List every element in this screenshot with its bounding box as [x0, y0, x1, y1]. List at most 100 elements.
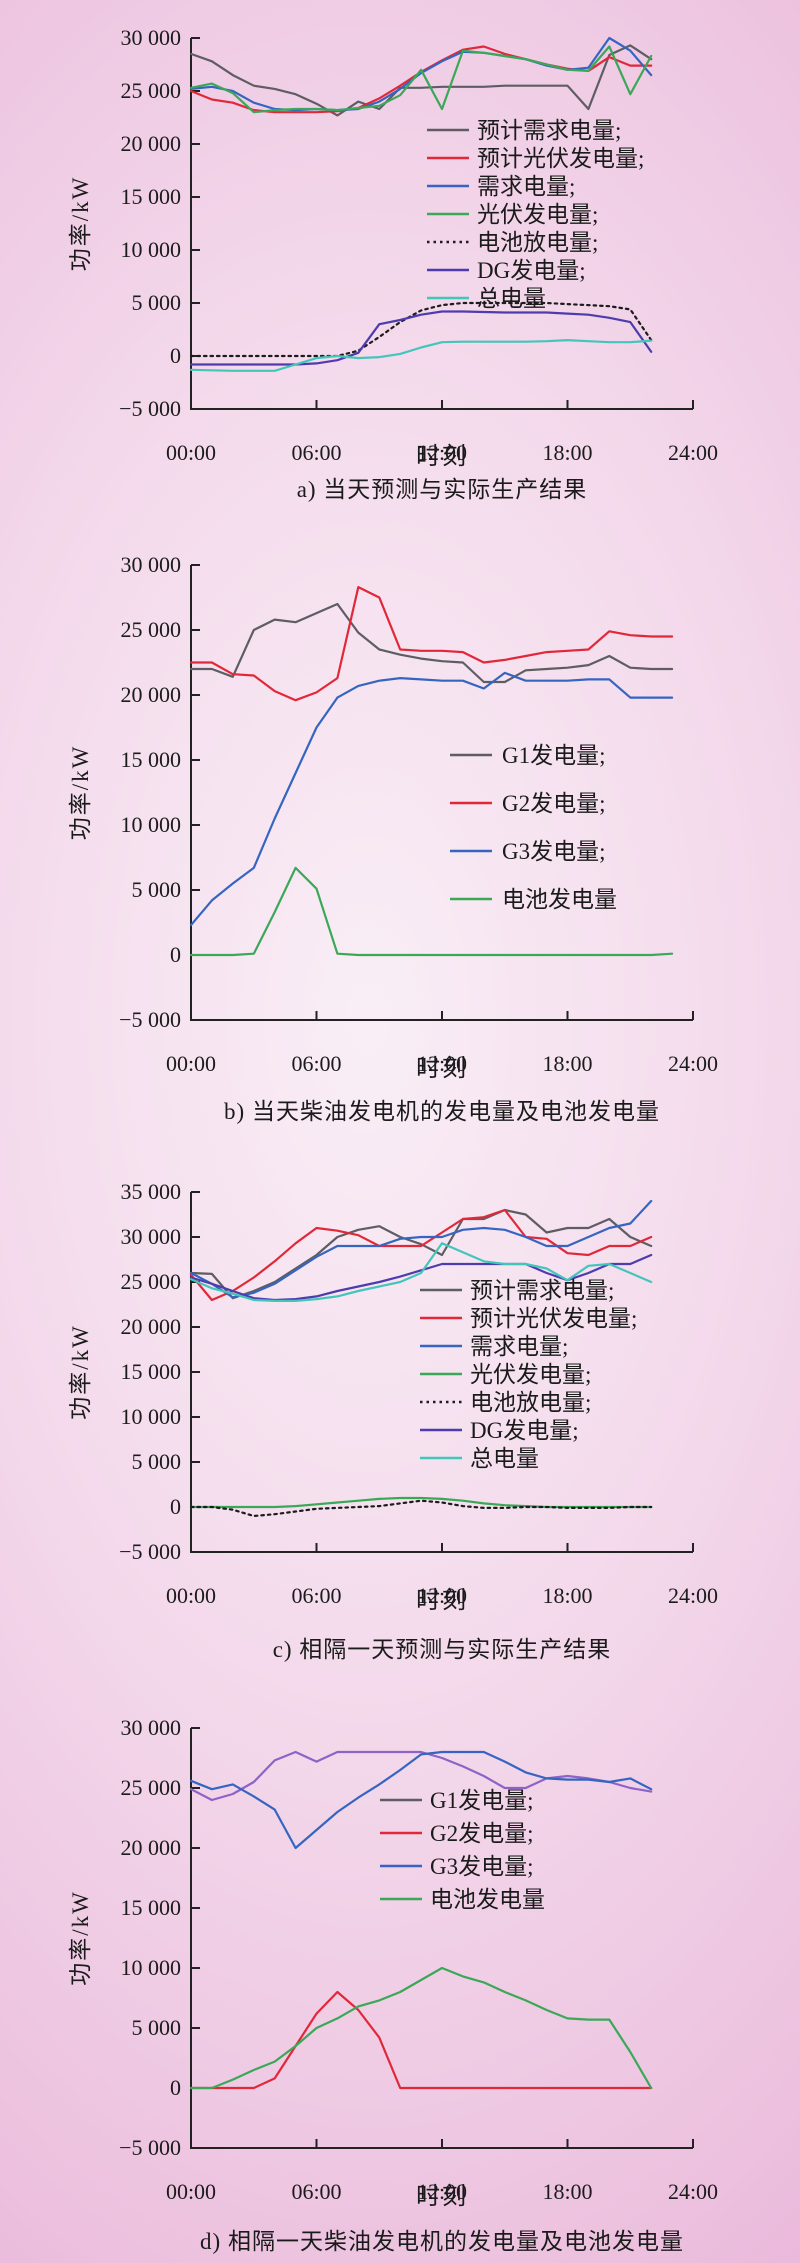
- legend-label-5: DG发电量;: [477, 258, 586, 283]
- y-tick-label: 10 000: [121, 1404, 182, 1429]
- x-tick-label: 18:00: [542, 1051, 592, 1076]
- x-tick-label: 00:00: [166, 440, 216, 465]
- series-1-line: [189, 1990, 653, 2090]
- y-tick-label: −5 000: [119, 2135, 181, 2160]
- y-tick-label: 0: [170, 2075, 181, 2100]
- x-tick-label: 06:00: [291, 2179, 341, 2204]
- y-tick-label: 0: [170, 942, 181, 967]
- y-tick-label: 15 000: [121, 184, 182, 209]
- x-tick-label: 06:00: [291, 1051, 341, 1076]
- y-tick-label: 30 000: [121, 25, 182, 50]
- series-lines: [189, 36, 653, 372]
- y-tick-label: 30 000: [121, 1224, 182, 1249]
- series-2-line: [189, 36, 653, 112]
- axes: −5 000 0 5 000 10 000 15 000 20 000 25 000 30 0…: [119, 1179, 718, 1608]
- axes: −5 000 0 5 000 10 000 15 000 20 000 25 000 30 0…: [119, 1715, 718, 2204]
- y-axis-label: 功率/kW: [68, 176, 93, 272]
- legend-label-2: 需求电量;: [470, 1334, 568, 1359]
- y-tick-label: 0: [170, 1494, 181, 1519]
- series-2-line: [189, 1750, 653, 1850]
- series-3-line: [189, 1966, 653, 2090]
- legend-label-1: G2发电量;: [502, 791, 606, 816]
- series-lines: [189, 1199, 653, 1518]
- legend-label-1: 预计光伏发电量;: [477, 146, 644, 171]
- y-tick-label: 5 000: [132, 877, 182, 902]
- series-3-line: [189, 866, 674, 957]
- legend-label-0: 预计需求电量;: [477, 118, 621, 143]
- chart-b-day-diesel-battery-output: −5 000 0 5 000 10 000 15 000 20 000 25 000 30 0…: [68, 552, 718, 1082]
- series-6-line: [189, 339, 653, 372]
- y-axis-label: 功率/kW: [68, 1324, 93, 1420]
- axes: −5 000 0 5 000 10 000 15 000 20 000 25 000 30 0…: [119, 552, 718, 1076]
- x-tick-label: 12:00: [417, 440, 467, 465]
- legend-label-6: 总电量: [477, 286, 546, 311]
- series-2-line: [189, 671, 674, 927]
- series-0-line: [189, 1750, 653, 1802]
- x-axis-label: 时刻: [416, 1587, 468, 1613]
- x-tick-label: 24:00: [668, 1583, 718, 1608]
- series-0-line: [189, 44, 653, 117]
- y-tick-label: −5 000: [119, 1007, 181, 1032]
- y-axis-label: 功率/kW: [68, 745, 93, 841]
- x-tick-label: 12:00: [417, 1051, 467, 1076]
- legend-label-2: 需求电量;: [477, 174, 575, 199]
- legend-label-1: G2发电量;: [430, 1821, 534, 1846]
- legend-label-5: DG发电量;: [470, 1418, 579, 1443]
- y-tick-label: 25 000: [121, 78, 182, 103]
- x-tick-label: 24:00: [668, 2179, 718, 2204]
- x-tick-label: 24:00: [668, 440, 718, 465]
- y-tick-label: 15 000: [121, 1359, 182, 1384]
- series-1-line: [189, 585, 674, 702]
- y-tick-label: 15 000: [121, 747, 182, 772]
- series-6-line: [189, 1242, 653, 1302]
- y-tick-label: 25 000: [121, 1269, 182, 1294]
- x-tick-label: 12:00: [417, 2179, 467, 2204]
- series-3-line: [189, 1496, 653, 1509]
- y-tick-label: 5 000: [132, 290, 182, 315]
- y-tick-label: 30 000: [121, 1715, 182, 1740]
- series-5-line: [189, 310, 653, 366]
- legend-label-3: 电池发电量: [430, 1887, 545, 1912]
- y-tick-label: 25 000: [121, 617, 182, 642]
- series-2-line: [189, 1199, 653, 1299]
- legend-label-4: 电池放电量;: [477, 230, 598, 255]
- legend: 预计需求电量; 预计光伏发电量; 需求电量; 光伏发电量; 电池放电量; DG发电量; 总电…: [420, 1278, 637, 1471]
- legend-label-3: 电池发电量: [502, 887, 617, 912]
- x-tick-label: 18:00: [542, 2179, 592, 2204]
- y-tick-label: 10 000: [121, 1955, 182, 1980]
- x-tick-label: 00:00: [166, 1051, 216, 1076]
- series-lines: [189, 1750, 653, 2090]
- legend-label-1: 预计光伏发电量;: [470, 1306, 637, 1331]
- y-tick-label: 5 000: [132, 2015, 182, 2040]
- x-axis-label: 时刻: [416, 443, 468, 470]
- x-tick-label: 18:00: [542, 440, 592, 465]
- y-tick-label: 35 000: [121, 1179, 182, 1204]
- series-0-line: [189, 602, 674, 684]
- y-tick-label: 0: [170, 343, 181, 368]
- x-tick-label: 06:00: [291, 440, 341, 465]
- legend-label-3: 光伏发电量;: [470, 1362, 591, 1387]
- y-tick-label: 5 000: [132, 1449, 182, 1474]
- legend-label-0: 预计需求电量;: [470, 1278, 614, 1303]
- legend-label-0: G1发电量;: [430, 1788, 534, 1813]
- series-5-line: [189, 1253, 653, 1302]
- series-3-line: [189, 45, 653, 114]
- legend-label-4: 电池放电量;: [470, 1390, 591, 1415]
- caption-c: c) 相隔一天预测与实际生产结果: [272, 1637, 612, 1662]
- x-axis-label: 时刻: [416, 1055, 468, 1082]
- caption-a: a) 当天预测与实际生产结果: [296, 477, 588, 502]
- y-tick-label: 15 000: [121, 1895, 182, 1920]
- legend-label-6: 总电量: [470, 1446, 539, 1471]
- y-tick-label: 10 000: [121, 812, 182, 837]
- legend: 预计需求电量; 预计光伏发电量; 需求电量; 光伏发电量; 电池放电量; DG发电量; 总电…: [427, 118, 644, 311]
- series-lines: [189, 585, 674, 957]
- legend-label-2: G3发电量;: [502, 839, 606, 864]
- y-tick-label: 20 000: [121, 1314, 182, 1339]
- y-tick-label: 25 000: [121, 1775, 182, 1800]
- series-0-line: [189, 1208, 653, 1300]
- chart-c-nextday-forecast-vs-actual: −5 000 0 5 000 10 000 15 000 20 000 25 000 30 0…: [68, 1179, 718, 1613]
- x-tick-label: 00:00: [166, 2179, 216, 2204]
- caption-b: b) 当天柴油发电机的发电量及电池发电量: [224, 1099, 660, 1124]
- x-tick-label: 06:00: [291, 1583, 341, 1608]
